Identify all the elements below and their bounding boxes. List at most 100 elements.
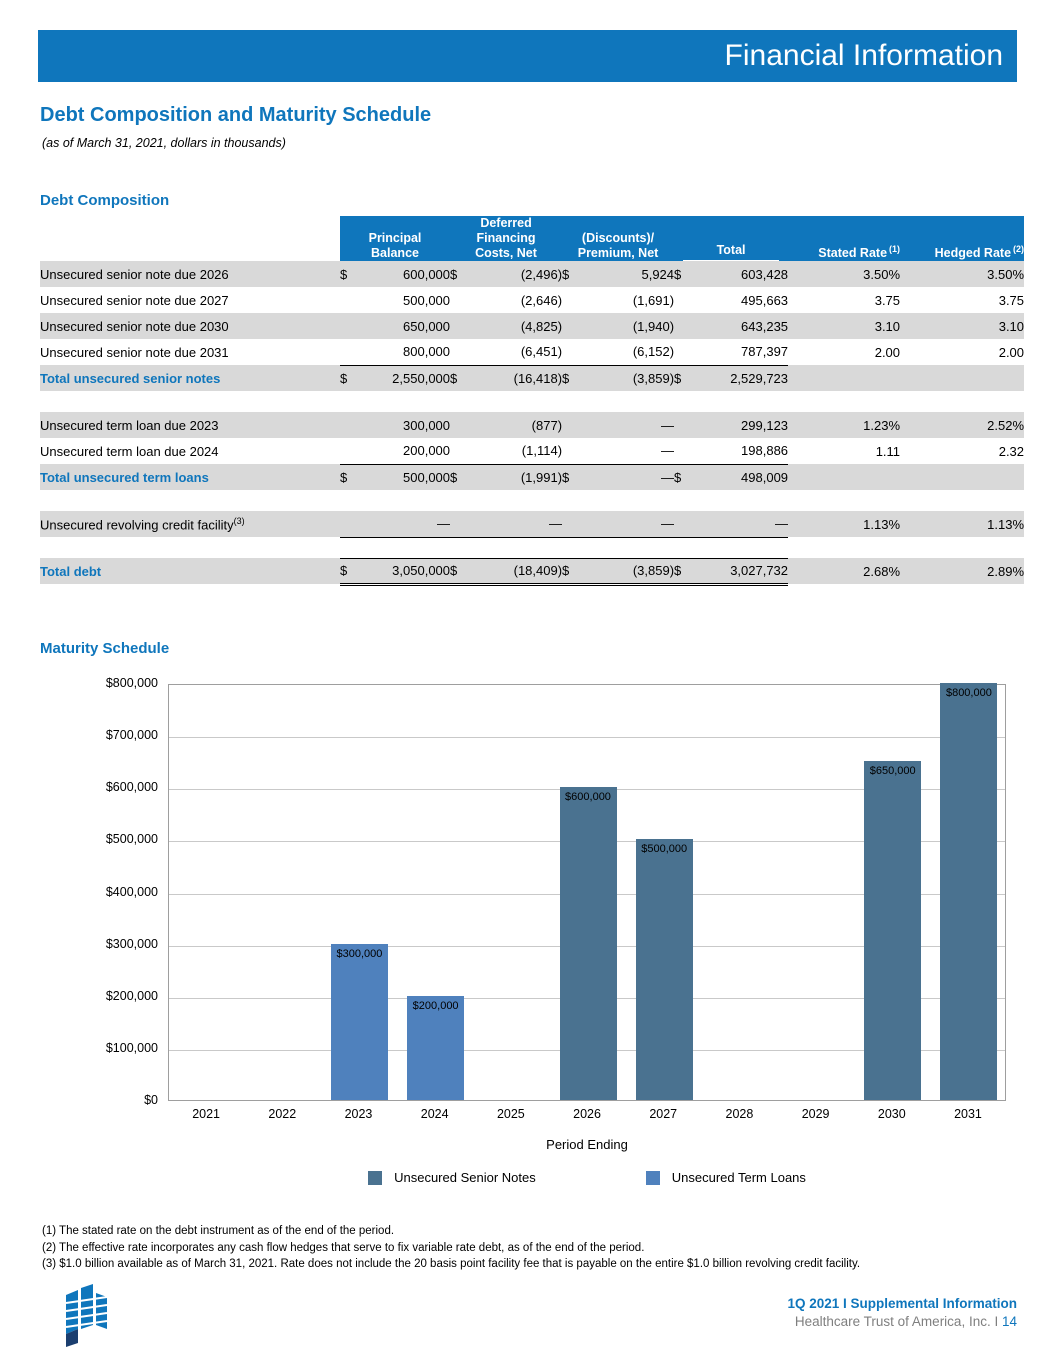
table-row: Unsecured senior note due 2031 800,000 (6,… [40,339,1024,366]
dollar-sign-cell [562,412,587,438]
legend-item: Unsecured Term Loans [645,1170,806,1185]
dollar-sign-cell: $ [340,557,364,586]
value-cell: 600,000 [364,261,451,287]
bar-value-label: $200,000 [412,1000,459,1012]
dollar-sign-cell [674,438,699,465]
x-tick-label: 2025 [496,1107,525,1121]
debt-table-body: Unsecured senior note due 2026 $600,000 $(… [40,261,1025,586]
hedged-rate-cell [900,464,1025,490]
bar-2031: $800,000 [940,683,998,1100]
hedged-rate-cell: 2.52% [900,412,1025,438]
stated-rate-cell: 2.68% [788,558,901,584]
stated-rate-cell: 3.50% [788,261,901,287]
footnote: (2) The effective rate incorporates any … [42,1241,645,1254]
y-tick-label: $700,000 [105,728,158,743]
x-tick-label: 2028 [725,1107,754,1121]
bar-value-label: $500,000 [641,843,688,855]
value-cell: (4,825) [474,313,563,339]
bar-2023: $300,000 [330,944,388,1100]
table-row: Unsecured senior note due 2030 650,000 (4,… [40,313,1025,339]
row-label: Total unsecured term loans [40,464,340,490]
y-axis-labels: $800,000 $700,000 $600,000 $500,000 $400,000… [40,668,158,1213]
stated-rate-cell: 1.23% [788,412,901,438]
dollar-sign-cell [450,313,475,339]
hedged-rate-cell [900,365,1025,391]
value-cell: (877) [474,412,563,438]
stated-rate-cell: 3.10 [788,313,901,339]
x-tick-label: 2024 [420,1107,449,1121]
chart-legend: Unsecured Senior Notes Unsecured Term Loa… [168,1170,1006,1185]
table-row: Total debt $3,050,000 $ (18,409) $ (3,859) $3,… [40,557,1025,586]
bar-value-label: $650,000 [869,765,916,777]
col-principal-balance: Principal Balance [340,216,451,261]
value-cell: (3,859) [586,365,675,391]
dollar-sign-cell: $ [674,261,699,287]
bar-value-label: $600,000 [565,791,611,803]
row-label: Total debt [40,558,340,584]
x-tick-label: 2022 [268,1107,297,1121]
table-row: Unsecured revolving credit facility(3) — —… [40,511,1025,538]
value-cell: 3,050,000 [364,557,451,586]
y-tick-label: $400,000 [105,884,158,899]
row-label: Total unsecured senior notes [40,365,340,391]
table-spacer-row [40,490,1025,511]
value-cell: — [364,511,451,538]
hedged-rate-cell: 2.32 [998,443,1025,459]
banner-title: Financial Information [724,39,1003,72]
x-tick-label: 2021 [192,1107,220,1121]
value-cell: 2,529,723 [698,365,789,391]
value-cell: 800,000 [364,339,451,366]
value-cell: 500,000 [403,292,451,308]
value-cell: 643,235 [698,313,789,339]
dollar-sign-cell [340,339,364,366]
legend-label: Unsecured Term Loans [671,1170,806,1185]
table-header-row: Principal Balance Deferred Financing Cos… [40,216,1025,261]
value-cell: — [586,412,675,438]
value-cell: (6,451) [474,339,563,366]
value-cell: 650,000 [364,313,451,339]
footer-company-name: Healthcare Trust of America, Inc. I [794,1314,1002,1329]
dollar-sign-cell: $ [562,464,587,490]
row-label: Unsecured term loan due 2023 [40,412,340,438]
company-logo [65,1284,108,1347]
table-spacer-row [40,537,1025,558]
dollar-sign-cell: $ [450,261,475,287]
value-cell: (1,691) [632,292,675,308]
row-label: Unsecured senior note due 2027 [40,292,229,308]
value-cell: 787,397 [698,339,789,366]
footnote-ref: (3) [233,515,245,526]
y-tick-label: $800,000 [105,676,158,690]
hedged-rate-cell: 3.10 [900,313,1025,339]
stated-rate-cell [788,464,901,490]
table-row: Unsecured senior note due 2027 500,000 (2,… [40,287,1024,313]
gridline [169,737,1005,739]
value-cell: 198,886 [698,438,789,465]
dollar-sign-cell [450,438,475,465]
bar-value-label: $300,000 [336,948,383,960]
stated-rate-cell: 3.75 [874,292,901,308]
section-title-maturity-schedule: Maturity Schedule [40,640,170,657]
dollar-sign-cell [340,287,364,313]
chart-plot-area: $600,000 $500,000 $650,000 $800,000 $300,000… [168,683,1006,1101]
debt-composition-table: Principal Balance Deferred Financing Cos… [40,216,1025,586]
row-label: Unsecured term loan due 2024 [40,443,219,459]
legend-item: Unsecured Senior Notes [368,1170,536,1185]
hedged-rate-cell: 3.50% [900,261,1025,287]
page-number: 14 [1001,1314,1017,1329]
footer-company-line: Healthcare Trust of America, Inc. I 14 [787,1314,1017,1329]
value-cell: 200,000 [364,438,451,465]
value-cell: (18,409) [474,557,563,586]
value-cell: 3,027,732 [698,557,789,586]
row-label: Unsecured revolving credit facility(3) [40,511,340,537]
x-tick-label: 2026 [573,1107,601,1121]
dollar-sign-cell [674,313,699,339]
value-cell: (16,418) [474,365,563,391]
dollar-sign-cell: $ [674,557,699,586]
col-total-label: Total [683,243,780,261]
row-label: Unsecured senior note due 2030 [40,313,340,339]
dollar-sign-cell [674,287,698,313]
dollar-sign-cell [340,438,364,465]
x-tick-label: 2027 [649,1107,678,1121]
footnotes: (1) The stated rate on the debt instrume… [42,1224,860,1274]
dollar-sign-cell [562,287,586,313]
